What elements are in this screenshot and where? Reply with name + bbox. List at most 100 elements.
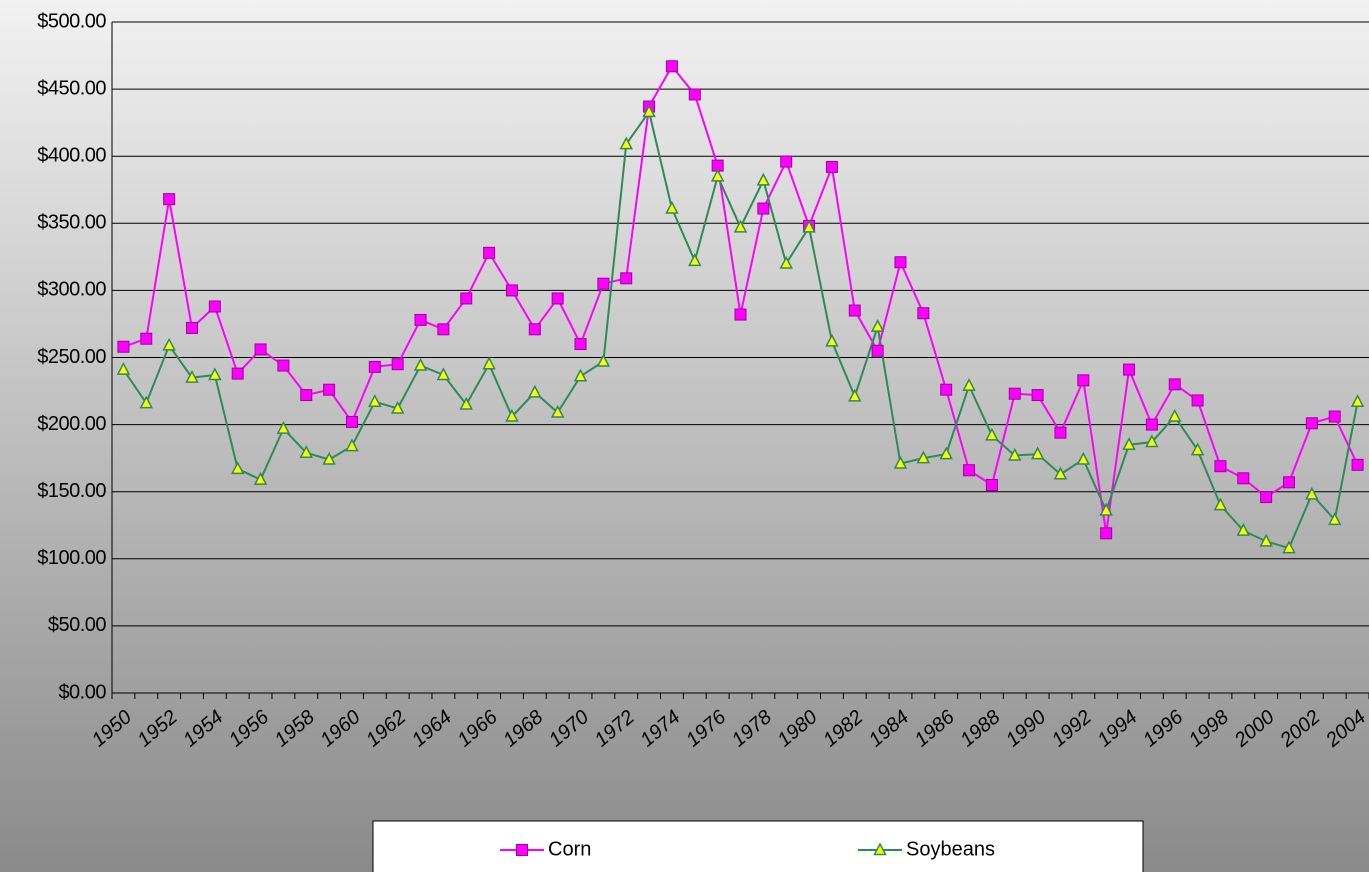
corn-marker: [848, 304, 861, 317]
soybean-marker: [482, 356, 496, 370]
soybean-marker: [1282, 540, 1296, 554]
corn-marker: [300, 389, 313, 402]
soybean-marker: [505, 408, 519, 422]
corn-marker: [391, 358, 404, 371]
soybean-marker: [1350, 394, 1365, 408]
soybean-marker: [825, 333, 839, 347]
soybean-marker: [1145, 434, 1159, 448]
soybean-marker: [642, 104, 656, 118]
corn-marker: [620, 272, 633, 285]
soybean-marker: [368, 394, 382, 408]
corn-marker: [940, 383, 953, 396]
corn-marker: [734, 308, 747, 321]
corn-marker: [665, 60, 678, 73]
corn-marker: [254, 343, 267, 356]
soybean-marker: [1099, 502, 1113, 516]
corn-marker: [1031, 389, 1044, 402]
corn-marker: [368, 360, 381, 373]
y-tick-label: $400.00: [37, 144, 106, 166]
soybean-marker: [436, 367, 451, 381]
legend-label: Soybeans: [906, 838, 995, 860]
corn-marker: [1123, 363, 1136, 376]
soybean-marker: [139, 395, 154, 409]
soybean-marker: [162, 337, 176, 351]
soybean-marker: [1008, 447, 1022, 461]
corn-marker: [323, 383, 336, 396]
soybean-marker: [665, 200, 679, 214]
corn-marker: [1168, 378, 1181, 391]
legend-label: Corn: [548, 838, 591, 860]
soybean-marker: [893, 455, 908, 469]
soybean-marker: [322, 451, 336, 465]
y-tick-label: $150.00: [37, 480, 106, 502]
corn-marker: [1077, 374, 1090, 387]
corn-marker: [277, 359, 290, 372]
soybean-marker: [345, 438, 359, 452]
corn-marker: [483, 246, 496, 259]
soybean-marker: [550, 404, 565, 418]
soybean-marker: [688, 253, 702, 267]
corn-marker: [1237, 472, 1250, 485]
soybean-marker: [1213, 497, 1228, 511]
corn-marker: [894, 256, 907, 269]
soybean-marker: [939, 446, 953, 460]
soybean-marker: [1190, 442, 1205, 456]
y-tick-label: $350.00: [37, 212, 106, 234]
soybean-marker: [848, 388, 862, 402]
soybean-marker: [299, 445, 314, 459]
corn-marker: [1260, 491, 1273, 504]
corn-marker: [140, 332, 153, 345]
y-tick-label: $500.00: [37, 10, 106, 32]
corn-marker: [1283, 476, 1296, 489]
y-tick-label: $100.00: [37, 547, 106, 569]
corn-marker: [780, 155, 793, 168]
soybean-marker: [1236, 523, 1251, 536]
soybean-marker: [619, 136, 633, 150]
corn-marker: [528, 323, 541, 336]
corn-marker: [688, 88, 701, 101]
soybean-marker: [870, 319, 885, 332]
soybean-marker: [459, 396, 473, 410]
y-tick-label: $450.00: [37, 77, 106, 99]
corn-marker: [917, 307, 930, 320]
legend-box: [372, 820, 1144, 872]
corn-marker: [574, 338, 587, 351]
soybean-marker: [1122, 437, 1136, 450]
corn-marker: [185, 321, 198, 334]
soybean-marker: [916, 450, 931, 464]
soybean-marker: [710, 168, 725, 182]
corn-marker: [597, 277, 610, 290]
soybean-marker: [528, 384, 542, 398]
y-tick-label: $300.00: [37, 279, 106, 301]
corn-marker: [437, 323, 450, 336]
soybean-marker: [573, 368, 588, 382]
corn-marker: [1191, 394, 1204, 407]
y-tick-label: $250.00: [37, 346, 106, 368]
soybean-marker: [208, 367, 222, 381]
corn-marker: [460, 292, 473, 305]
corn-marker: [1008, 387, 1021, 400]
corn-marker: [208, 300, 221, 313]
y-tick-label: $50.00: [48, 614, 107, 636]
corn-marker: [505, 284, 518, 297]
soybean-marker: [1168, 408, 1182, 422]
corn-marker: [757, 202, 770, 215]
corn-marker: [345, 415, 358, 428]
soybean-marker: [1053, 466, 1068, 480]
soybean-marker: [253, 472, 268, 485]
corn-marker: [1145, 418, 1158, 431]
corn-marker: [963, 464, 976, 477]
soybean-marker: [1305, 486, 1319, 500]
soybean-marker: [962, 378, 976, 391]
soybean-marker: [116, 361, 131, 375]
corn-marker: [1100, 527, 1113, 540]
soybean-marker: [756, 172, 771, 186]
soybean-marker: [276, 421, 291, 434]
soybean-marker: [1327, 512, 1342, 526]
soybean-marker: [230, 461, 245, 475]
soybean-marker: [985, 427, 999, 441]
soybean-marker: [733, 219, 748, 233]
soybean-marker: [596, 353, 611, 367]
corn-marker: [1305, 417, 1318, 430]
